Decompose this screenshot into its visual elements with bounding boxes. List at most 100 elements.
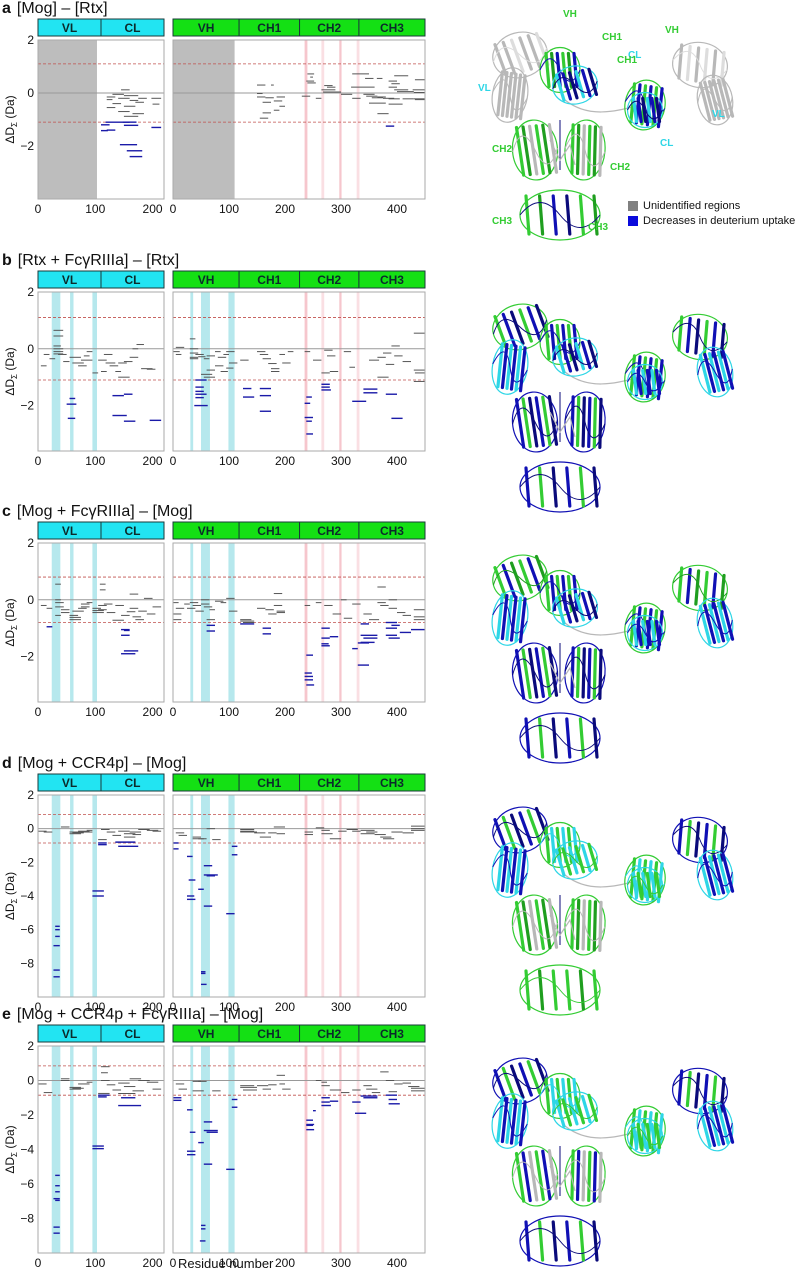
cdr-band — [228, 1046, 235, 1253]
fcgr-contact-band — [321, 40, 325, 199]
domain-label-ch3: CH3 — [380, 273, 404, 287]
ribbon-loop — [672, 51, 728, 79]
beta-strand — [541, 123, 552, 175]
domain-ribbon — [564, 119, 606, 181]
y-tick-label: 2 — [27, 33, 34, 47]
beta-strand — [592, 125, 598, 177]
beta-strand — [570, 123, 575, 175]
domain-ribbon — [626, 363, 664, 401]
ribbon-loop — [672, 1077, 728, 1105]
ribbon-loop — [552, 349, 598, 365]
x-tick-label: 0 — [170, 705, 177, 719]
beta-strand — [561, 847, 573, 876]
beta-strand — [581, 124, 586, 176]
beta-strand — [677, 1069, 684, 1106]
beta-strand — [721, 852, 735, 893]
ribbon-loop — [697, 88, 733, 112]
beta-strand — [677, 818, 684, 855]
beta-strand — [500, 594, 509, 641]
beta-strand — [712, 854, 726, 895]
light-chain-plot-frame — [37, 1045, 165, 1254]
cdr-band — [51, 543, 61, 702]
beta-strand — [707, 1106, 721, 1147]
x-tick-label: 300 — [331, 705, 351, 719]
panel-e-plots: VL CL 0 100 200 VH CH1 CH2 CH3 0 100 200 300 400 2 0 −2 −… — [3, 1024, 426, 1270]
cdr-band — [70, 795, 74, 997]
y-tick-label: −6 — [20, 1177, 34, 1191]
panel-a-title: a [Mog] – [Rtx] — [2, 0, 108, 17]
y-tick-label: 0 — [27, 822, 34, 836]
beta-strand — [518, 811, 533, 846]
cdr-band — [201, 795, 210, 997]
beta-strand — [574, 342, 586, 371]
domain-label-cl: CL — [125, 524, 141, 538]
fcgr-contact-band — [356, 1046, 360, 1253]
beta-strand — [712, 351, 726, 392]
beta-strand — [641, 871, 648, 899]
beta-strand — [505, 343, 514, 390]
beta-strand — [496, 342, 505, 389]
ribbon-loop — [492, 821, 548, 839]
ribbon-loop — [672, 323, 728, 351]
beta-strand — [524, 969, 531, 1011]
beta-strand — [587, 590, 599, 620]
ribbon-loop — [491, 590, 529, 646]
beta-strand — [575, 1149, 581, 1202]
ribbon-loop — [627, 875, 663, 895]
beta-strand — [547, 646, 559, 697]
beta-strand — [518, 597, 527, 644]
beta-strand — [587, 124, 592, 177]
beta-strand — [578, 1220, 585, 1262]
beta-strand — [580, 68, 592, 98]
glycan — [549, 662, 576, 689]
x-tick-label: 0 — [35, 705, 42, 719]
structure-label-cl-right: CL — [660, 138, 673, 149]
domain-label-ch1: CH1 — [257, 273, 281, 287]
domain-ribbon — [564, 642, 606, 704]
light-chain-plot-frame — [37, 542, 165, 703]
beta-strand — [528, 899, 539, 951]
beta-strand — [570, 898, 575, 950]
structure-label-ch3-left: CH3 — [492, 216, 512, 227]
x-tick-label: 300 — [331, 454, 351, 468]
domain-label-vh: VH — [198, 776, 215, 790]
x-tick-label: 400 — [387, 202, 407, 216]
beta-strand — [581, 899, 586, 951]
domain-header-cl — [100, 773, 165, 792]
beta-strand — [703, 352, 717, 393]
heavy-chain-plot-frame — [172, 794, 426, 998]
beta-strand — [721, 600, 735, 641]
beta-strand — [518, 308, 533, 343]
panel-d-title: d [Mog + CCR4p] – [Mog] — [2, 755, 187, 772]
ribbon-loop — [552, 852, 598, 868]
beta-strand — [514, 848, 523, 895]
beta-strand — [587, 67, 599, 97]
y-tick-label: −2 — [20, 650, 34, 664]
beta-strand — [645, 1122, 652, 1150]
structure-label-ch3-right: CH3 — [588, 222, 608, 233]
beta-strand — [524, 194, 531, 236]
beta-strand — [565, 1220, 572, 1262]
domain-label-cl: CL — [125, 776, 141, 790]
structure-panel-b — [491, 303, 735, 513]
beta-strand — [694, 821, 701, 858]
panel-b-plots: VL CL 0 100 200 VH CH1 CH2 CH3 0 100 200 300 400 2 0 −2Δ… — [3, 270, 426, 468]
domain-ribbon — [551, 840, 599, 880]
x-tick-label: 100 — [219, 202, 239, 216]
beta-strand — [561, 1098, 573, 1127]
y-tick-label: −2 — [20, 855, 34, 869]
beta-strand — [496, 1096, 505, 1143]
domain-label-vh: VH — [198, 21, 215, 35]
x-tick-label: 400 — [387, 1256, 407, 1270]
beta-strand — [518, 1062, 533, 1097]
x-tick-label: 200 — [143, 705, 163, 719]
panel-e-title: e [Mog + CCR4p + FcγRIIIa] – [Mog] — [2, 1006, 264, 1023]
beta-strand — [565, 466, 572, 508]
heavy-chain-plot-area — [173, 292, 425, 451]
domain-ribbon — [564, 894, 606, 956]
fcgr-contact-band — [304, 1046, 308, 1253]
hinge-linker — [564, 99, 641, 113]
ribbon-loop — [627, 100, 663, 120]
beta-strand — [578, 717, 585, 759]
x-axis-label: Residue number — [178, 1256, 274, 1271]
